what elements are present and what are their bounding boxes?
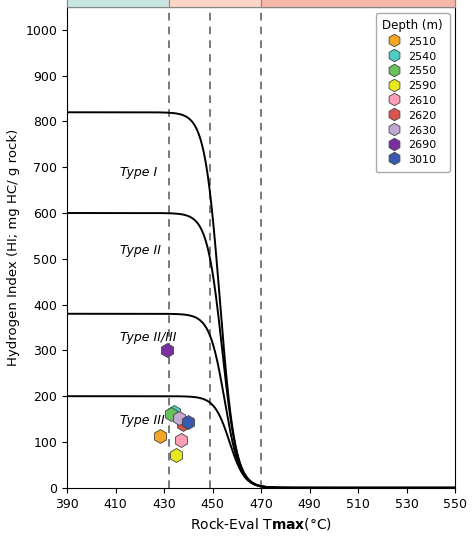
X-axis label: Rock-Eval T$\mathbf{max}$($°$C): Rock-Eval T$\mathbf{max}$($°$C) [190,516,332,532]
Legend: 2510, 2540, 2550, 2590, 2610, 2620, 2630, 2690, 3010: 2510, 2540, 2550, 2590, 2610, 2620, 2630… [375,12,449,172]
Y-axis label: Hydrogen Index (HI; mg HC/ g rock): Hydrogen Index (HI; mg HC/ g rock) [7,129,20,366]
Text: Type II: Type II [120,244,162,257]
Text: Type III: Type III [120,413,165,427]
Text: Type II/III: Type II/III [120,331,177,344]
Text: Type I: Type I [120,167,158,179]
